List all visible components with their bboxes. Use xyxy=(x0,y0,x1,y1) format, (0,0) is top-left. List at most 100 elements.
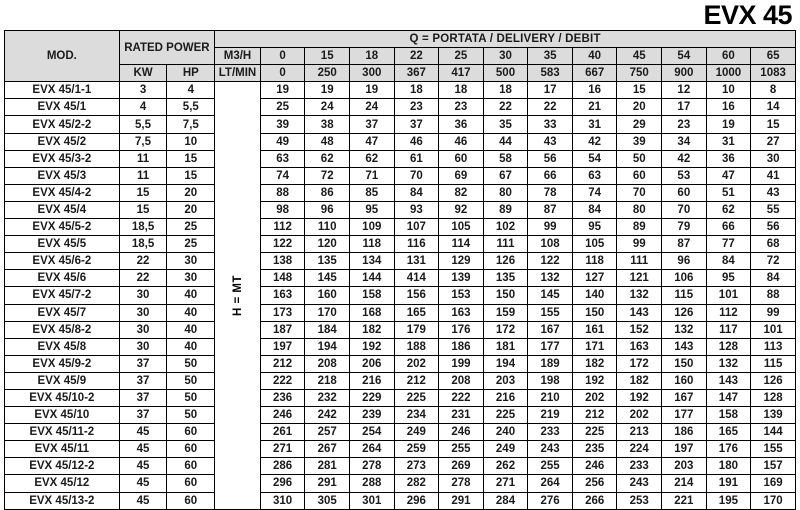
cell-head-4: 153 xyxy=(438,286,484,305)
cell-head-10: 195 xyxy=(705,491,752,510)
cell-head-10: 19 xyxy=(705,115,752,134)
cell-head-11: 41 xyxy=(750,166,796,185)
cell-head-3: 156 xyxy=(393,286,440,305)
header-m3h-5: 30 xyxy=(482,47,529,66)
title-bar: EVX 45 xyxy=(0,0,800,30)
cell-head-5: 194 xyxy=(482,354,529,373)
cell-head-0: 19 xyxy=(259,81,306,100)
header-hp: HP xyxy=(166,64,216,83)
cell-head-3: 61 xyxy=(393,149,440,168)
table-row: EVX 45/11-2 45 60 261 257 254 249 246 240 233 225 2… xyxy=(4,423,796,442)
cell-head-3: 273 xyxy=(393,457,440,476)
cell-head-10: 84 xyxy=(705,252,752,271)
cell-head-11: 43 xyxy=(750,183,796,202)
cell-head-10: 77 xyxy=(705,235,752,254)
cell-model: EVX 45/1 xyxy=(4,98,120,117)
header-m3h-9: 54 xyxy=(661,47,707,66)
cell-kw: 18,5 xyxy=(118,235,168,254)
cell-head-0: 212 xyxy=(259,354,306,373)
cell-head-5: 135 xyxy=(482,269,529,288)
header-ltmin: LT/MIN xyxy=(214,64,261,83)
cell-head-11: 170 xyxy=(750,491,796,510)
cell-head-2: 254 xyxy=(348,423,395,442)
cell-model: EVX 45/5-2 xyxy=(4,218,120,237)
cell-head-7: 31 xyxy=(571,115,618,134)
header-m3h-2: 18 xyxy=(348,47,395,66)
cell-kw: 4 xyxy=(118,98,168,117)
cell-hp: 30 xyxy=(166,269,216,288)
table-row: EVX 45/4-2 15 20 88 86 85 84 82 80 78 74 70 60 51 43 xyxy=(4,183,796,202)
cell-head-8: 172 xyxy=(616,354,663,373)
cell-head-2: 19 xyxy=(348,81,395,100)
cell-head-2: 144 xyxy=(348,269,395,288)
cell-head-9: 143 xyxy=(661,337,707,356)
cell-head-10: 180 xyxy=(705,457,752,476)
cell-head-0: 112 xyxy=(259,218,306,237)
cell-head-10: 147 xyxy=(705,388,752,408)
cell-head-1: 208 xyxy=(304,354,350,373)
header-ltmin-5: 500 xyxy=(482,64,529,83)
cell-head-0: 138 xyxy=(259,252,306,271)
cell-kw: 30 xyxy=(118,303,168,322)
cell-kw: 30 xyxy=(118,337,168,356)
cell-head-1: 267 xyxy=(304,440,350,459)
cell-kw: 3 xyxy=(118,81,168,100)
cell-head-3: 116 xyxy=(393,235,440,254)
cell-head-3: 414 xyxy=(393,269,440,288)
cell-head-1: 120 xyxy=(304,235,350,254)
cell-head-6: 33 xyxy=(527,115,573,134)
cell-head-5: 240 xyxy=(482,423,529,442)
cell-head-5: 44 xyxy=(482,132,529,151)
cell-head-11: 68 xyxy=(750,235,796,254)
cell-head-1: 218 xyxy=(304,371,350,390)
cell-hp: 15 xyxy=(166,149,216,168)
cell-model: EVX 45/11-2 xyxy=(4,423,120,442)
cell-hp: 60 xyxy=(166,491,216,510)
cell-head-4: 82 xyxy=(438,183,484,202)
cell-head-9: 106 xyxy=(661,269,707,288)
cell-head-7: 266 xyxy=(571,491,618,510)
cell-head-9: 42 xyxy=(661,149,707,168)
cell-head-9: 214 xyxy=(661,474,707,493)
cell-kw: 45 xyxy=(118,423,168,442)
cell-head-6: 177 xyxy=(527,337,573,356)
cell-head-0: 261 xyxy=(259,423,306,442)
cell-head-4: 291 xyxy=(438,491,484,510)
cell-head-6: 255 xyxy=(527,457,573,476)
cell-model: EVX 45/2-2 xyxy=(4,115,120,134)
cell-head-9: 177 xyxy=(661,406,707,425)
cell-head-0: 236 xyxy=(259,388,306,408)
header-row-top: MOD. RATED POWER Q = PORTATA / DELIVERY … xyxy=(4,29,796,83)
cell-hp: 10 xyxy=(166,132,216,151)
cell-hp: 25 xyxy=(166,235,216,254)
cell-head-7: 84 xyxy=(571,200,618,220)
table-row: EVX 45/4 15 20 98 96 95 93 92 89 87 84 80 70 62 55 xyxy=(4,200,796,220)
cell-head-10: 176 xyxy=(705,440,752,459)
cell-head-10: 31 xyxy=(705,132,752,151)
cell-head-1: 135 xyxy=(304,252,350,271)
cell-head-11: 139 xyxy=(750,406,796,425)
cell-head-4: 186 xyxy=(438,337,484,356)
cell-model: EVX 45/1-1 xyxy=(4,81,120,100)
cell-head-8: 39 xyxy=(616,132,663,151)
cell-head-7: 74 xyxy=(571,183,618,202)
cell-head-0: 148 xyxy=(259,269,306,288)
cell-hp: 60 xyxy=(166,474,216,493)
cell-head-2: 229 xyxy=(348,388,395,408)
cell-head-11: 55 xyxy=(750,200,796,220)
cell-head-1: 19 xyxy=(304,81,350,100)
cell-head-5: 80 xyxy=(482,183,529,202)
cell-head-6: 167 xyxy=(527,320,573,339)
cell-head-2: 168 xyxy=(348,303,395,322)
cell-head-8: 253 xyxy=(616,491,663,510)
cell-head-9: 132 xyxy=(661,320,707,339)
cell-head-3: 225 xyxy=(393,388,440,408)
cell-head-6: 22 xyxy=(527,98,573,117)
header-ltmin-8: 750 xyxy=(616,64,663,83)
header-ltmin-11: 1083 xyxy=(750,64,796,83)
cell-head-11: 15 xyxy=(750,115,796,134)
page-title: EVX 45 xyxy=(703,0,792,30)
cell-head-3: 107 xyxy=(393,218,440,237)
cell-head-9: 115 xyxy=(661,286,707,305)
cell-head-2: 134 xyxy=(348,252,395,271)
